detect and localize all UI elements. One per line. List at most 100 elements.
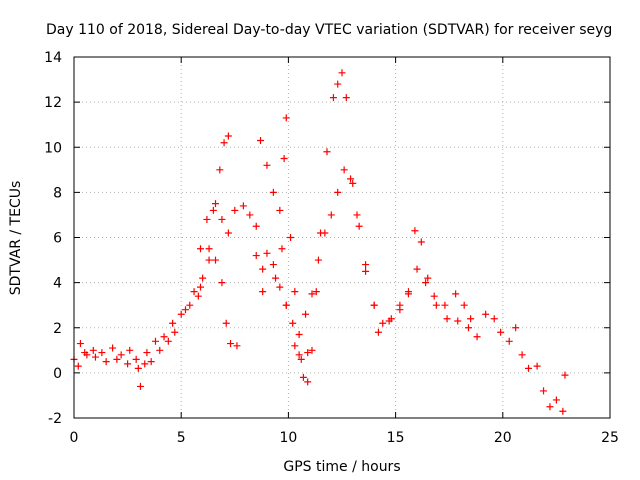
x-tick-label: 15 xyxy=(387,430,405,446)
data-point xyxy=(169,319,177,327)
data-point xyxy=(355,222,363,230)
data-point xyxy=(205,256,213,264)
series-track-e xyxy=(259,274,312,363)
data-point xyxy=(533,362,541,370)
data-point xyxy=(291,342,299,350)
data-point xyxy=(263,161,271,169)
data-point xyxy=(117,351,125,359)
data-point xyxy=(164,337,172,345)
data-point xyxy=(297,355,305,363)
chart-title: Day 110 of 2018, Sidereal Day-to-day VTE… xyxy=(46,22,612,38)
data-point xyxy=(314,256,322,264)
data-point xyxy=(452,290,460,298)
data-point xyxy=(171,328,179,336)
data-point xyxy=(342,94,350,102)
data-point xyxy=(218,279,226,287)
data-point xyxy=(308,290,316,298)
data-point xyxy=(199,274,207,282)
data-point xyxy=(269,188,277,196)
series-track-d xyxy=(252,69,378,386)
data-point xyxy=(227,340,235,348)
data-point xyxy=(224,229,232,237)
series-track-a xyxy=(70,132,232,372)
grid-lines xyxy=(74,57,610,418)
data-point xyxy=(196,245,204,253)
y-tick-label: 12 xyxy=(44,95,62,111)
data-point xyxy=(334,80,342,88)
data-point xyxy=(289,319,297,327)
data-point xyxy=(282,114,290,122)
data-point xyxy=(340,166,348,174)
data-point xyxy=(323,148,331,156)
data-point xyxy=(209,206,217,214)
data-point xyxy=(147,358,155,366)
data-point xyxy=(561,371,569,379)
data-point xyxy=(109,344,117,352)
data-point xyxy=(259,288,267,296)
data-point xyxy=(132,355,140,363)
data-point xyxy=(505,337,513,345)
data-point xyxy=(295,351,303,359)
series-track-c xyxy=(196,256,241,350)
data-point xyxy=(353,211,361,219)
data-point xyxy=(220,139,228,147)
x-tick-label: 5 xyxy=(177,430,186,446)
data-point xyxy=(98,349,106,357)
data-point xyxy=(441,301,449,309)
data-point xyxy=(370,301,378,309)
data-point xyxy=(347,175,355,183)
data-points xyxy=(70,69,569,415)
data-point xyxy=(443,315,451,323)
data-point xyxy=(263,249,271,257)
data-point xyxy=(312,288,320,296)
data-point xyxy=(257,136,265,144)
data-point xyxy=(302,310,310,318)
y-axis-title: SDTVAR / TECUs xyxy=(8,181,24,296)
data-point xyxy=(113,355,121,363)
data-point xyxy=(287,234,295,241)
data-point xyxy=(124,360,132,368)
data-point xyxy=(272,274,280,282)
data-point xyxy=(317,229,325,237)
data-point xyxy=(212,200,220,208)
data-point xyxy=(467,315,475,323)
data-point xyxy=(224,132,232,140)
series-track-g xyxy=(74,328,179,390)
y-tick-label: 0 xyxy=(53,366,62,382)
series-track-f xyxy=(374,227,569,415)
data-point xyxy=(327,211,335,219)
data-point xyxy=(186,301,194,309)
data-point xyxy=(160,333,168,341)
plot-frame xyxy=(73,56,611,419)
data-point xyxy=(89,346,97,354)
data-point xyxy=(422,279,430,287)
x-axis-title: GPS time / hours xyxy=(283,459,400,475)
data-point xyxy=(490,315,498,323)
data-point xyxy=(552,396,560,404)
data-point xyxy=(559,407,567,415)
data-point xyxy=(252,222,260,230)
data-point xyxy=(222,319,230,327)
data-point xyxy=(91,353,99,361)
data-point xyxy=(205,245,213,253)
data-point xyxy=(540,387,548,395)
data-point xyxy=(404,290,412,298)
data-point xyxy=(308,346,316,354)
data-point xyxy=(280,155,288,163)
data-point xyxy=(151,337,159,345)
data-point xyxy=(181,306,189,314)
data-point xyxy=(362,261,370,269)
data-point xyxy=(525,364,533,372)
data-point xyxy=(196,283,204,291)
data-point xyxy=(231,206,239,214)
data-point xyxy=(411,227,419,235)
data-point xyxy=(76,340,84,348)
y-tick-label: 8 xyxy=(53,185,62,201)
x-tick-label: 10 xyxy=(279,430,297,446)
data-point xyxy=(246,211,254,219)
data-point xyxy=(278,245,286,253)
data-point xyxy=(424,274,432,282)
data-point xyxy=(413,265,421,273)
y-tick-label: 10 xyxy=(44,140,62,156)
